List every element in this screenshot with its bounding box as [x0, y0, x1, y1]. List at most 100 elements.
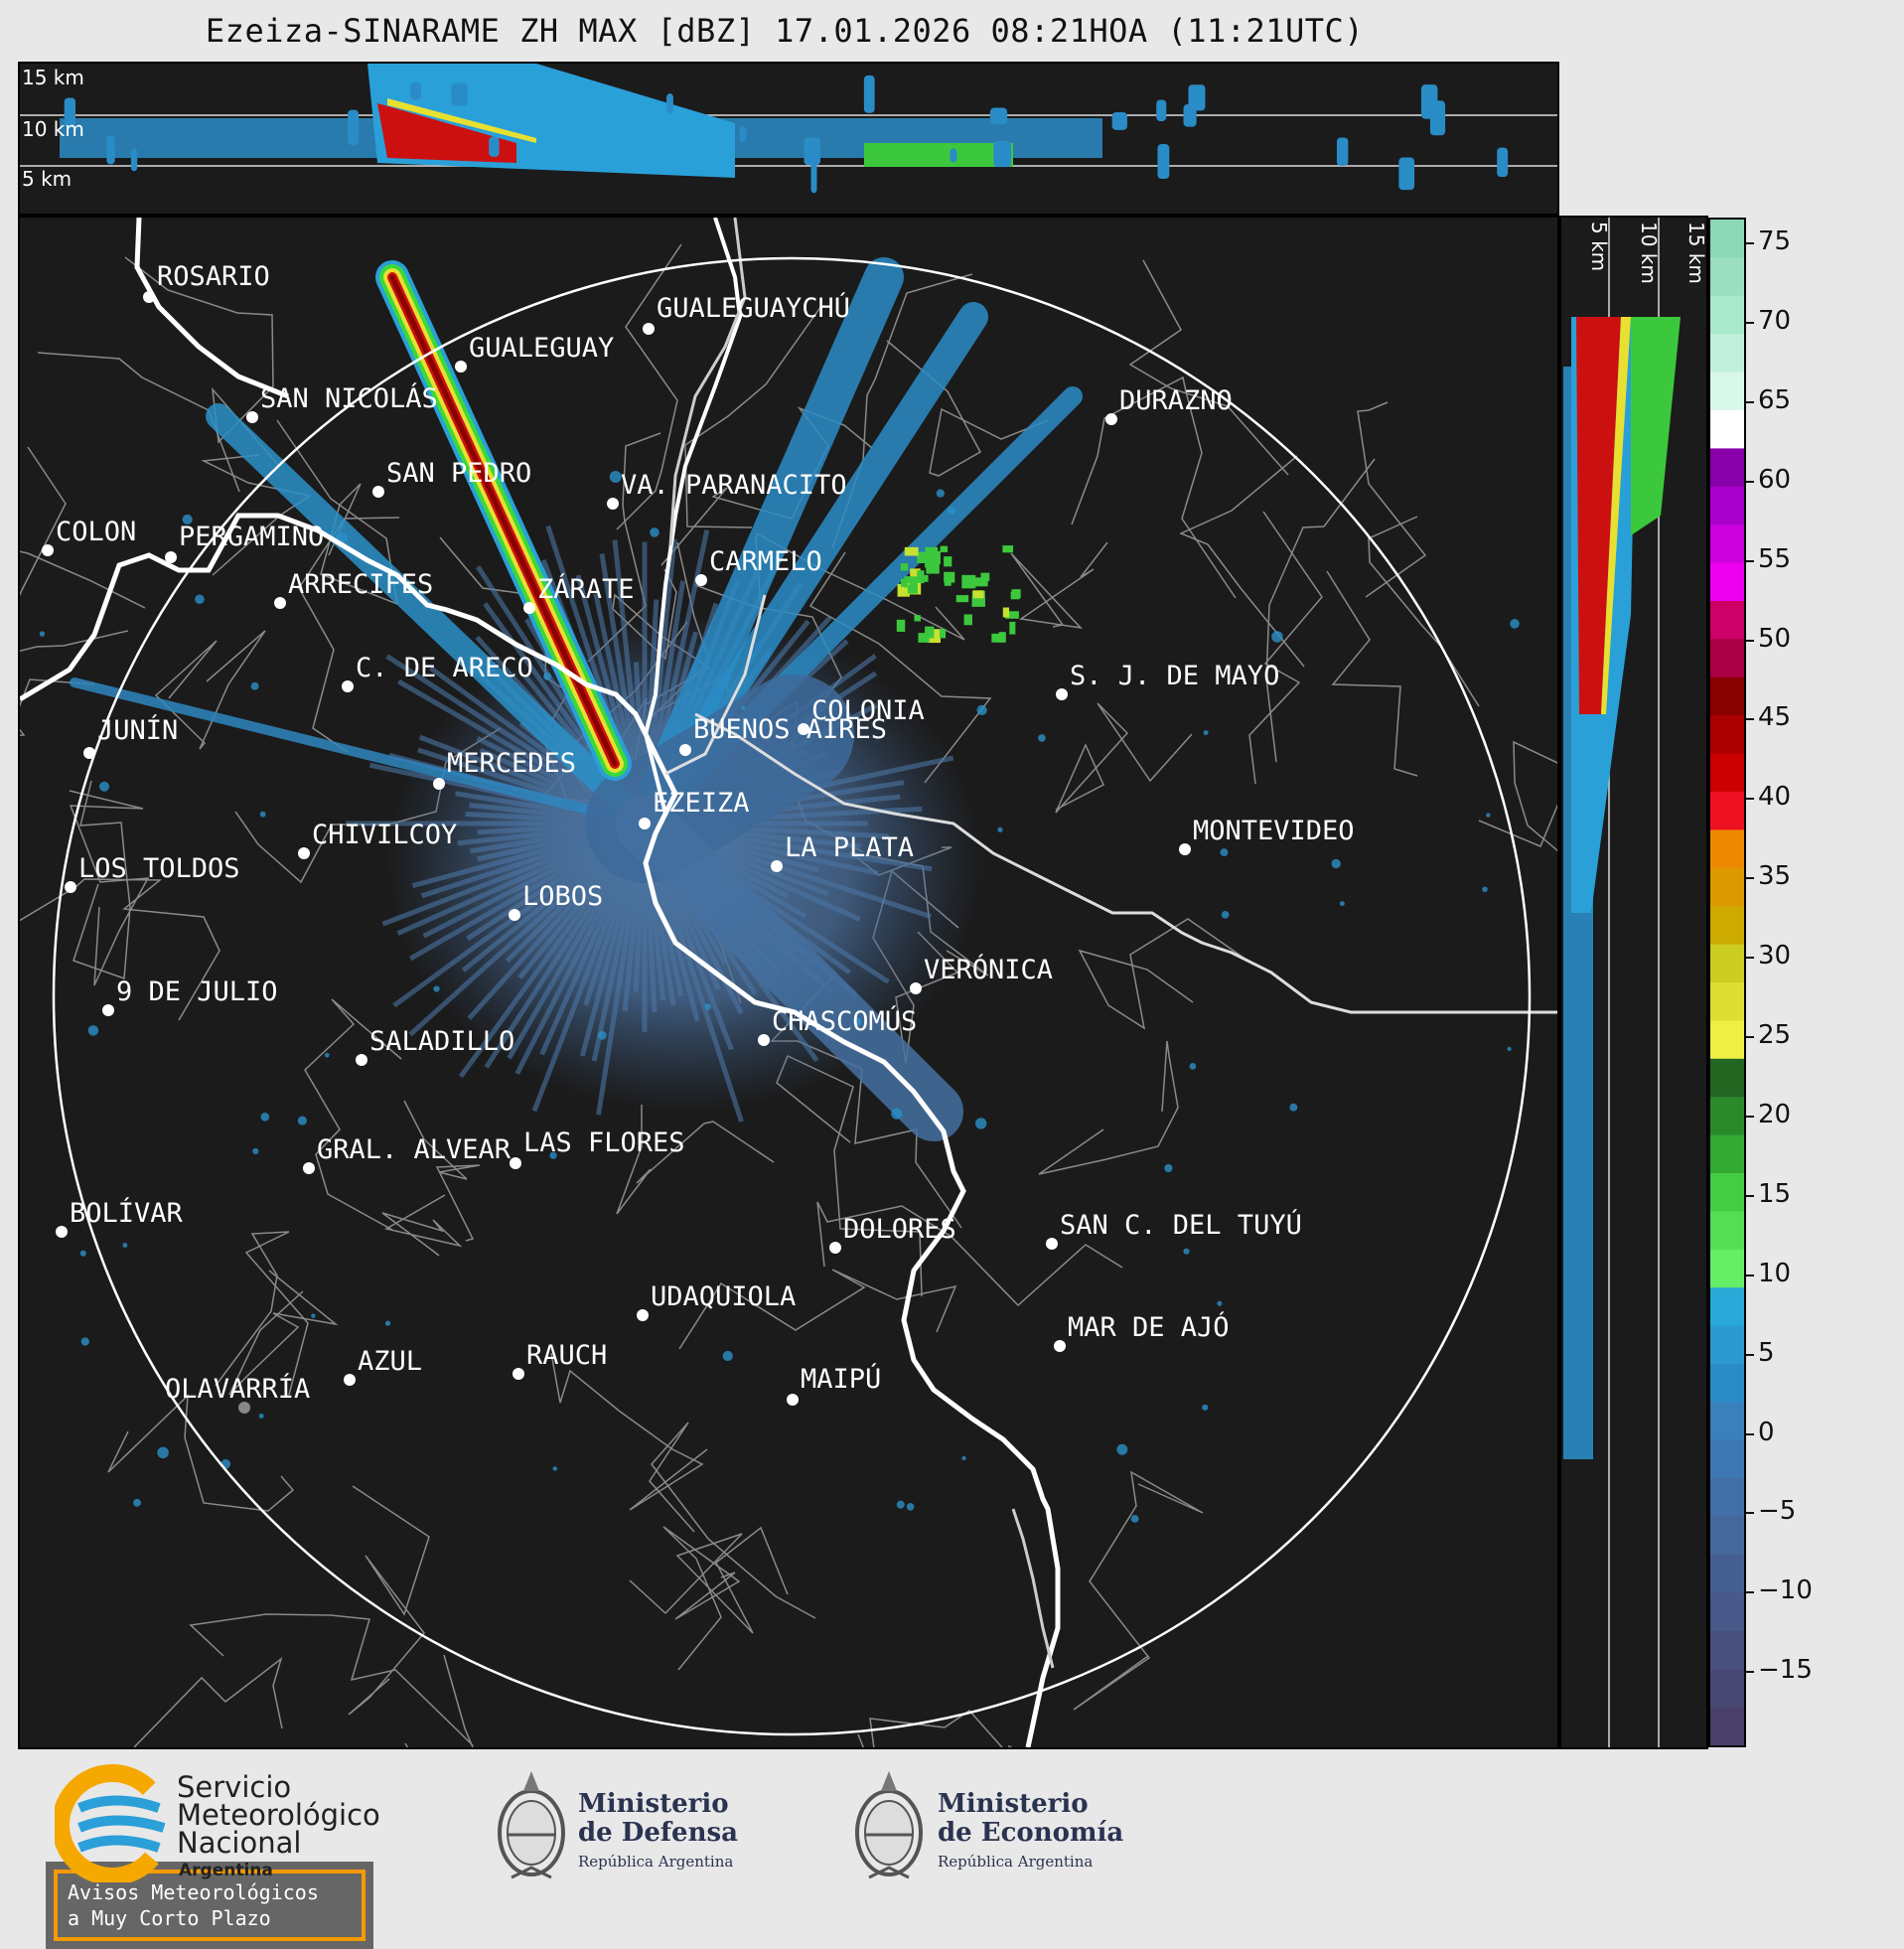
- colorbar-tick-label: 45: [1758, 702, 1792, 733]
- city-marker: [523, 602, 535, 614]
- colorbar-tick-label: 30: [1758, 941, 1792, 972]
- defensa-line-3: República Argentina: [578, 1853, 734, 1871]
- radar-map[interactable]: ROSARIO GUALEGUAYCHÚ GUALEGUAY SAN NICOLÁS D…: [0, 216, 1603, 1949]
- colorbar-tick-label: −5: [1758, 1496, 1797, 1527]
- city-6: VA. PARANACITO: [607, 470, 847, 510]
- colorbar-tick-label: 40: [1758, 782, 1792, 813]
- city-marker: [1105, 413, 1117, 425]
- colorbar-tick-mark: [1746, 1591, 1754, 1594]
- city-marker: [238, 1402, 250, 1414]
- colorbar-tick-label: 25: [1758, 1020, 1792, 1050]
- city-33: UDAQUIOLA: [637, 1281, 796, 1321]
- colorbar-tick-mark: [1746, 242, 1754, 244]
- city-36: RAUCH: [513, 1340, 607, 1380]
- city-label: AZUL: [358, 1346, 422, 1377]
- city-15: JUNÍN: [83, 714, 178, 759]
- city-20: LA PLATA: [771, 832, 914, 872]
- city-marker: [433, 778, 445, 790]
- colorbar-tick-label: 50: [1758, 623, 1792, 654]
- city-label: UDAQUIOLA: [651, 1281, 796, 1312]
- colorbar-tick-mark: [1746, 639, 1754, 642]
- city-marker: [455, 361, 467, 373]
- colorbar-tick-label: 10: [1758, 1258, 1792, 1288]
- top-height-label-15: 15 km: [22, 66, 84, 89]
- city-marker: [1046, 1238, 1058, 1250]
- city-25: 9 DE JULIO: [102, 976, 278, 1016]
- top-height-label-10: 10 km: [22, 117, 84, 141]
- colorbar-tick-label: 70: [1758, 305, 1792, 336]
- city-marker: [344, 1374, 356, 1386]
- defensa-line-2: de Defensa: [578, 1818, 738, 1848]
- city-marker: [758, 1034, 770, 1046]
- smn-line-1: Servicio: [177, 1770, 292, 1804]
- city-30: BOLÍVAR: [56, 1197, 184, 1238]
- city-marker: [102, 1004, 114, 1016]
- warning-line-2: a Muy Corto Plazo: [68, 1906, 271, 1930]
- city-7: COLON: [42, 517, 136, 556]
- economia-wordmark: Ministerio de Economía República Argenti…: [938, 1790, 1123, 1876]
- colorbar-tick-mark: [1746, 559, 1754, 562]
- city-marker: [342, 680, 354, 692]
- city-marker: [65, 881, 76, 893]
- city-marker: [695, 574, 707, 586]
- city-marker: [607, 498, 619, 510]
- city-31: DOLORES: [829, 1214, 956, 1254]
- city-22: LOS TOLDOS: [65, 853, 240, 893]
- side-height-label-10: 10 km: [1637, 222, 1661, 284]
- city-0: ROSARIO: [143, 261, 270, 303]
- city-layer: ROSARIO GUALEGUAYCHÚ GUALEGUAY SAN NICOLÁS D…: [42, 261, 1355, 1414]
- city-label: CHIVILCOY: [312, 820, 457, 850]
- colorbar-tick-label: 60: [1758, 464, 1792, 495]
- city-label: 9 DE JULIO: [116, 976, 278, 1007]
- city-label: SAN C. DEL TUYÚ: [1060, 1209, 1302, 1241]
- coastline-and-rivers: [18, 217, 1557, 1748]
- city-marker: [143, 291, 155, 303]
- side-height-label-15: 15 km: [1684, 222, 1708, 284]
- city-marker: [679, 744, 691, 756]
- city-label: MONTEVIDEO: [1193, 816, 1355, 846]
- city-label: BOLÍVAR: [70, 1197, 184, 1229]
- radar-map-svg: ROSARIO GUALEGUAYCHÚ GUALEGUAY SAN NICOLÁS D…: [0, 217, 1603, 1839]
- city-label: ARRECIFES: [288, 569, 433, 600]
- city-marker: [298, 847, 310, 859]
- defensa-line-1: Ministerio: [578, 1789, 729, 1819]
- colorbar-tick-label: 0: [1758, 1417, 1775, 1447]
- side-echo-layer: [1563, 317, 1681, 1459]
- city-label: COLONIA: [811, 695, 925, 726]
- city-marker: [1056, 688, 1068, 700]
- colorbar-tick-label: 20: [1758, 1099, 1792, 1129]
- city-marker: [637, 1309, 649, 1321]
- city-label: DURAZNO: [1119, 385, 1233, 416]
- city-marker: [356, 1054, 367, 1066]
- city-label: BUENOS AIRES: [693, 714, 887, 745]
- city-32: SAN C. DEL TUYÚ: [1046, 1209, 1302, 1250]
- city-label: LAS FLORES: [523, 1127, 685, 1158]
- colorbar-tick-label: 15: [1758, 1178, 1792, 1209]
- side-height-label-5: 5 km: [1587, 222, 1611, 272]
- city-1: GUALEGUAYCHÚ: [643, 292, 850, 335]
- city-label: GRAL. ALVEAR: [317, 1134, 512, 1165]
- city-5: SAN PEDRO: [372, 458, 531, 498]
- radar-echoes: [39, 257, 1520, 1523]
- smn-logo-icon: [55, 1764, 173, 1882]
- map-title: Ezeiza-SINARAME ZH MAX [dBZ] 17.01.2026 …: [205, 12, 1365, 50]
- city-label: EZEIZA: [653, 788, 750, 819]
- city-2: GUALEGUAY: [455, 333, 614, 373]
- dbz-colorbar-svg: [1710, 220, 1744, 1746]
- city-marker: [910, 982, 922, 994]
- city-marker: [274, 597, 286, 609]
- economia-seal-icon: [855, 1771, 923, 1879]
- city-marker: [510, 1157, 521, 1169]
- colorbar-tick-mark: [1746, 1512, 1754, 1515]
- city-24: VERÓNICA: [910, 954, 1053, 994]
- top-cross-section-svg: [20, 64, 1557, 194]
- colorbar-tick-label: −15: [1758, 1655, 1813, 1686]
- city-label: LOS TOLDOS: [78, 853, 240, 884]
- city-marker: [56, 1226, 68, 1238]
- city-16: BUENOS AIRES: [679, 714, 887, 756]
- colorbar-tick-label: −10: [1758, 1575, 1813, 1606]
- city-10: ARRECIFES: [274, 569, 433, 609]
- city-19: CHIVILCOY: [298, 820, 457, 859]
- colorbar-tick-mark: [1746, 1671, 1754, 1674]
- city-9: CARMELO: [695, 546, 822, 586]
